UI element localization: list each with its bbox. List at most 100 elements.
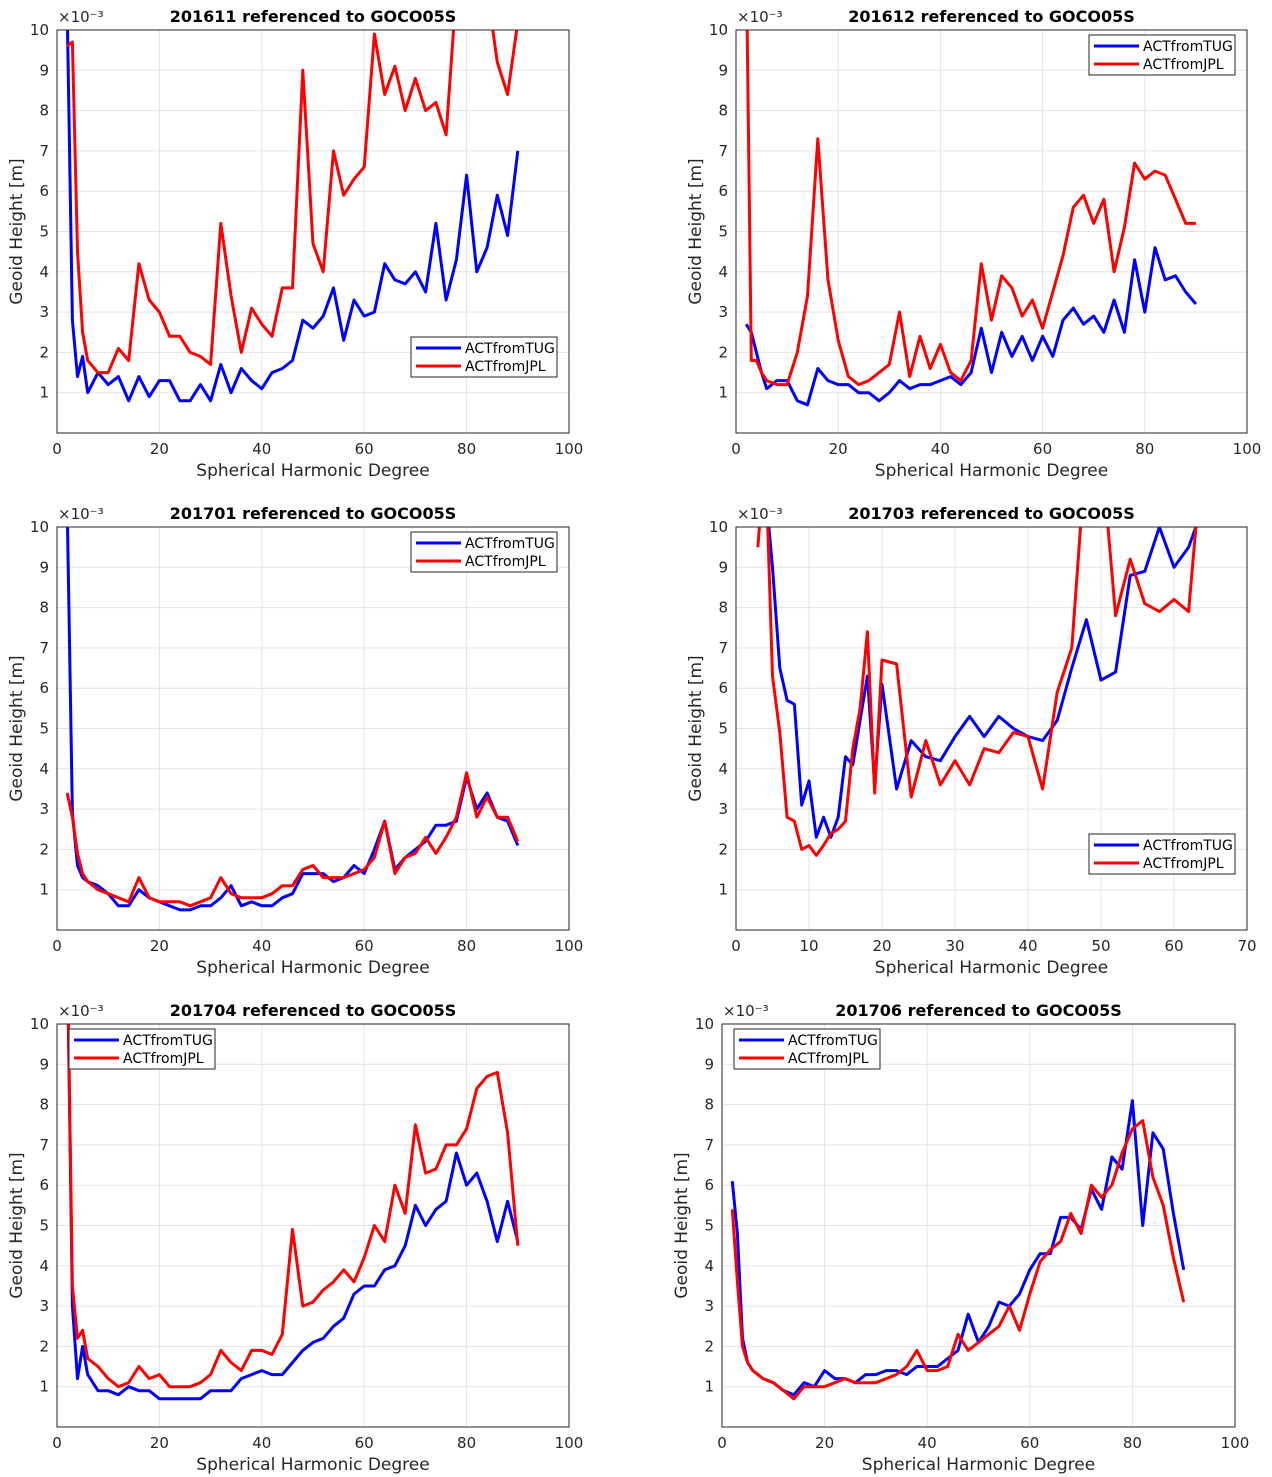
- x-axis-label: Spherical Harmonic Degree: [862, 1455, 1095, 1475]
- y-tick-label: 6: [39, 1176, 49, 1194]
- chart-title: 201701 referenced to GOCO05S: [170, 504, 457, 523]
- y-tick-label: 2: [39, 343, 49, 361]
- x-tick-label: 0: [52, 440, 62, 458]
- x-axis-label: Spherical Harmonic Degree: [196, 1455, 429, 1475]
- legend-label: ACTfromTUG: [1143, 39, 1233, 55]
- y-tick-label: 2: [718, 840, 728, 858]
- x-tick-label: 100: [555, 440, 584, 458]
- y-tick-label: 9: [718, 61, 728, 79]
- y-tick-label: 1: [704, 1378, 714, 1396]
- x-tick-label: 20: [150, 440, 169, 458]
- x-tick-label: 60: [1164, 937, 1183, 955]
- x-tick-label: 80: [457, 937, 476, 955]
- x-tick-label: 20: [829, 440, 848, 458]
- y-tick-label: 5: [39, 720, 49, 738]
- x-tick-label: 20: [815, 1434, 834, 1452]
- legend-label: ACTfromTUG: [123, 1033, 213, 1049]
- y-tick-label: 6: [704, 1176, 714, 1194]
- subplot: 0 20 40 60 80 100 1 2 3 4 5 6 7 8 9 10 201706 referenced…: [672, 1001, 1249, 1475]
- y-tick-label: 9: [39, 61, 49, 79]
- y-tick-label: 4: [718, 760, 728, 778]
- y-tick-label: 10: [709, 518, 728, 536]
- y-axis-label: Geoid Height [m]: [686, 655, 706, 801]
- chart-title: 201703 referenced to GOCO05S: [848, 504, 1135, 523]
- legend-label: ACTfromTUG: [1143, 838, 1233, 854]
- x-tick-label: 20: [150, 937, 169, 955]
- y-tick-label: 10: [709, 21, 728, 39]
- x-tick-label: 100: [1221, 1434, 1250, 1452]
- y-tick-label: 8: [39, 102, 49, 120]
- axes-box: [56, 1023, 570, 1428]
- subplot: 0 20 40 60 80 100 1 2 3 4 5 6 7 8 9 10 201701 referenced…: [7, 504, 583, 978]
- y-tick-label: 8: [718, 599, 728, 617]
- x-tick-label: 100: [1233, 440, 1262, 458]
- x-tick-label: 20: [872, 937, 891, 955]
- y-tick-label: 1: [39, 384, 49, 402]
- chart-title: 201612 referenced to GOCO05S: [848, 7, 1135, 26]
- y-tick-label: 2: [704, 1337, 714, 1355]
- y-axis-label: Geoid Height [m]: [7, 1152, 27, 1298]
- y-axis-label: Geoid Height [m]: [7, 158, 27, 304]
- chart-title: 201706 referenced to GOCO05S: [835, 1001, 1122, 1020]
- x-tick-label: 80: [457, 1434, 476, 1452]
- y-tick-label: 5: [704, 1217, 714, 1235]
- y-axis-label: Geoid Height [m]: [672, 1152, 692, 1298]
- y-tick-label: 10: [30, 518, 49, 536]
- y-tick-label: 5: [718, 720, 728, 738]
- y-axis-label: Geoid Height [m]: [7, 655, 27, 801]
- y-tick-label: 4: [39, 1257, 49, 1275]
- y-tick-label: 9: [39, 1055, 49, 1073]
- x-tick-label: 0: [731, 937, 741, 955]
- x-tick-label: 40: [252, 440, 271, 458]
- data-line: [66, 30, 520, 403]
- legend-label: ACTfromTUG: [788, 1033, 878, 1049]
- legend-label: ACTfromJPL: [1143, 57, 1224, 73]
- y-tick-label: 8: [718, 102, 728, 120]
- chart-title: 201611 referenced to GOCO05S: [170, 7, 457, 26]
- x-tick-label: 40: [918, 1434, 937, 1452]
- subplot: 0 20 40 60 80 100 1 2 3 4 5 6 7 8 9 10 201611 referenced…: [7, 7, 584, 481]
- x-tick-label: 100: [555, 937, 584, 955]
- data-line: [767, 527, 1198, 839]
- subplot: 0 20 40 60 80 100 1 2 3 4 5 6 7 8 9 10 201612 referenced…: [686, 7, 1262, 481]
- x-tick-label: 100: [555, 1434, 584, 1452]
- x-tick-label: 40: [252, 937, 271, 955]
- legend-label: ACTfromJPL: [123, 1051, 204, 1067]
- y-tick-label: 1: [718, 384, 728, 402]
- y-tick-label: 8: [39, 1096, 49, 1114]
- y-exponent-label: ×10⁻³: [737, 8, 783, 26]
- y-tick-label: 4: [39, 760, 49, 778]
- data-line: [66, 527, 520, 912]
- subplot: 0 20 40 60 80 100 1 2 3 4 5 6 7 8 9 10 201704 referenced…: [7, 1001, 584, 1475]
- x-tick-label: 0: [717, 1434, 727, 1452]
- y-tick-label: 7: [704, 1136, 714, 1154]
- x-axis-label: Spherical Harmonic Degree: [875, 461, 1108, 481]
- y-tick-label: 4: [39, 263, 49, 281]
- x-axis-label: Spherical Harmonic Degree: [196, 958, 429, 978]
- y-tick-label: 8: [39, 599, 49, 617]
- y-tick-label: 7: [39, 1136, 49, 1154]
- x-tick-label: 10: [799, 937, 818, 955]
- x-tick-label: 40: [931, 440, 950, 458]
- x-tick-label: 60: [1020, 1434, 1039, 1452]
- x-tick-label: 50: [1091, 937, 1110, 955]
- y-tick-label: 2: [39, 1337, 49, 1355]
- legend-label: ACTfromTUG: [465, 536, 555, 552]
- legend-label: ACTfromTUG: [465, 341, 555, 357]
- legend-label: ACTfromJPL: [1143, 856, 1224, 872]
- data-line: [730, 1119, 1186, 1401]
- y-tick-label: 2: [718, 343, 728, 361]
- x-tick-label: 0: [52, 1434, 62, 1452]
- y-tick-label: 6: [39, 182, 49, 200]
- y-tick-label: 7: [39, 639, 49, 657]
- x-tick-label: 30: [945, 937, 964, 955]
- axes-box: [721, 1023, 1236, 1428]
- axes-box: [735, 526, 1248, 931]
- x-tick-label: 80: [1123, 1434, 1142, 1452]
- y-tick-label: 7: [39, 142, 49, 160]
- axes-box: [56, 29, 570, 434]
- x-tick-label: 80: [1135, 440, 1154, 458]
- legend-box: [733, 1028, 881, 1070]
- y-tick-label: 4: [718, 263, 728, 281]
